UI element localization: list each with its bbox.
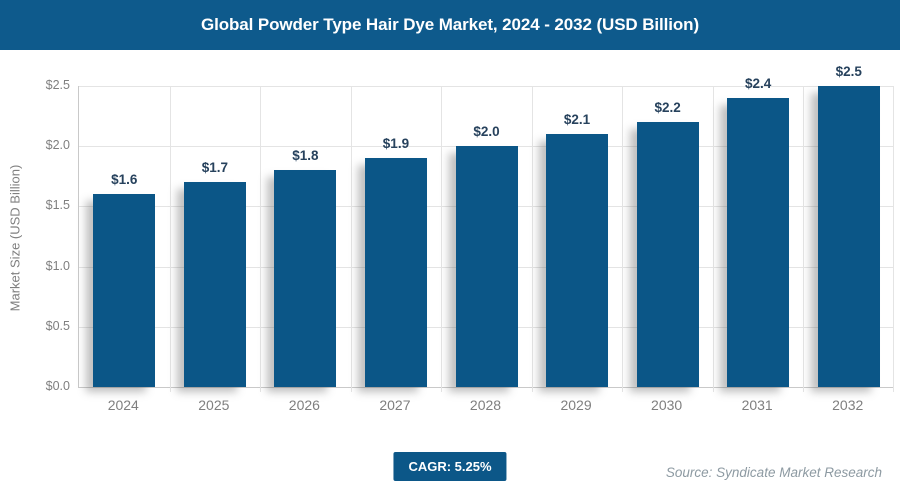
- x-gridline: [803, 86, 805, 392]
- x-tick-label: 2025: [198, 397, 230, 413]
- bar-2031: [727, 98, 790, 387]
- bar-value-label: $1.7: [201, 160, 228, 176]
- x-gridline: [169, 86, 171, 392]
- bar-2028: [455, 146, 518, 387]
- y-tick-label: $0.0: [45, 379, 70, 393]
- y-tick-label: $2.5: [45, 78, 70, 92]
- x-tick-label: 2028: [469, 397, 502, 413]
- x-gridline: [893, 86, 894, 392]
- plot-area: $1.6 $1.7 $1.8 $1.9 $2.0 $2.1 $2.2 $2.4 $2.5: [78, 64, 894, 392]
- bar-2029: [546, 134, 609, 387]
- y-axis-title: Market Size (USD Billion): [7, 164, 23, 312]
- x-gridline: [622, 86, 624, 392]
- x-tick-label: 2027: [379, 397, 411, 413]
- x-tick-label: 2029: [560, 397, 592, 413]
- bar-value-label: $1.8: [292, 148, 319, 164]
- bar-2030: [636, 122, 699, 387]
- x-tick-label: 2024: [107, 397, 139, 413]
- x-tick-label: 2032: [832, 397, 864, 413]
- x-gridline: [712, 86, 714, 392]
- bar-value-label: $2.4: [745, 76, 772, 92]
- bar-2026: [274, 170, 337, 387]
- bar-2032: [817, 86, 880, 387]
- bar-2025: [183, 182, 246, 387]
- cagr-badge: CAGR: 5.25%: [393, 452, 507, 481]
- y-gridline: [79, 86, 894, 87]
- x-tick-label: 2031: [741, 397, 773, 413]
- bar-value-label: $2.0: [473, 124, 500, 140]
- y-tick-label: $1.5: [45, 198, 70, 213]
- chart-header: Global Powder Type Hair Dye Market, 2024…: [0, 0, 900, 50]
- bar-value-label: $2.1: [563, 112, 591, 128]
- source-text: Source: Syndicate Market Research: [665, 465, 882, 480]
- bar-value-label: $2.5: [835, 64, 862, 79]
- chart-title: Global Powder Type Hair Dye Market, 2024…: [200, 15, 700, 34]
- y-tick-label: $1.0: [45, 258, 70, 273]
- x-gridline: [350, 86, 352, 392]
- y-tick-label: $0.5: [45, 318, 70, 333]
- bar-2024: [93, 194, 156, 387]
- bar-value-label: $1.6: [111, 172, 138, 188]
- bar-2027: [364, 158, 427, 387]
- x-gridline: [260, 86, 262, 392]
- bar-value-label: $2.2: [654, 100, 681, 116]
- x-gridline: [441, 86, 443, 392]
- chart-canvas: Market Size (USD Billion) $1.6 $1.7 $1.8 $1…: [0, 50, 900, 500]
- x-gridline: [531, 86, 533, 392]
- x-tick-label: 2026: [288, 397, 320, 413]
- x-tick-label: 2030: [651, 397, 683, 413]
- y-tick-label: $2.0: [45, 138, 70, 153]
- bar-value-label: $1.9: [382, 136, 410, 152]
